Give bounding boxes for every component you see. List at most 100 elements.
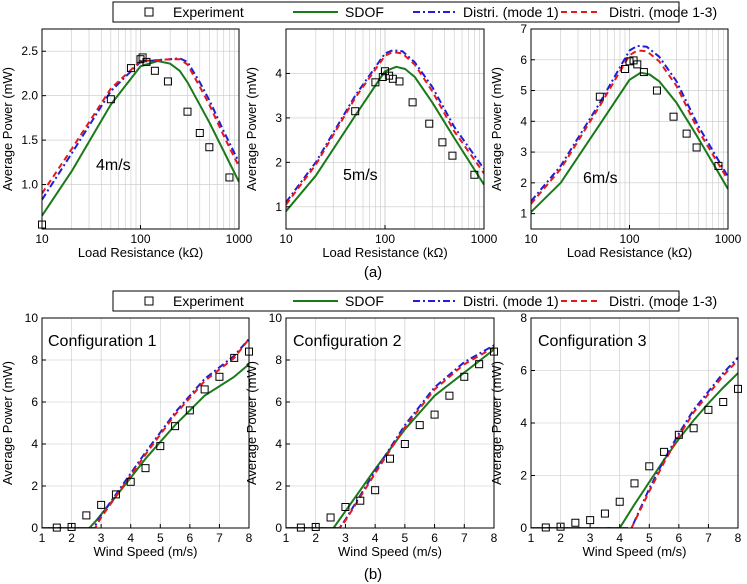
- chart-3: 10 100 1000 1 2 3 4 5 6 7 Load Resistance (kΩ) Aver…: [489, 22, 742, 260]
- panel-label-b: (b): [364, 566, 382, 583]
- experiment-point: [371, 78, 380, 87]
- series-sdof: [42, 363, 249, 528]
- x-tick-label: 1000: [226, 232, 253, 246]
- experiment-point: [156, 442, 165, 451]
- legend-sdof-label: SDOF: [345, 293, 384, 309]
- experiment-point: [595, 92, 604, 101]
- y-tick-label: 8: [31, 353, 38, 367]
- legend-experiment-label: Experiment: [173, 4, 244, 20]
- experiment-point: [704, 405, 713, 414]
- experiment-point: [395, 77, 404, 86]
- y-tick-label: 4: [31, 437, 38, 451]
- series-mode1: [286, 49, 484, 203]
- x-tick-label: 4: [127, 531, 134, 545]
- x-tick-label: 2: [68, 531, 75, 545]
- experiment-point: [150, 66, 159, 75]
- y-axis-title: Average Power (mW): [244, 67, 259, 191]
- experiment-point: [378, 73, 387, 81]
- chart-5: 1 2 3 4 5 6 7 8 0 2 4 6 8 10 Wind Speed (m/s) Average P…: [244, 311, 498, 559]
- experiment-point: [669, 112, 678, 121]
- legend-mode1-label: Distri. (mode 1): [463, 4, 559, 20]
- experiment-point: [171, 422, 180, 431]
- gridlines: [286, 318, 494, 528]
- x-tick-label: 1: [528, 531, 535, 545]
- x-tick-label: 100: [130, 232, 150, 246]
- y-tick-label: 1.0: [21, 178, 38, 192]
- x-tick-label: 4: [372, 531, 379, 545]
- experiment-point: [448, 151, 457, 160]
- x-axis-title: Load Resistance (kΩ): [322, 245, 447, 260]
- y-tick-label: 2.5: [21, 44, 38, 58]
- experiment-point: [126, 477, 135, 486]
- series-mode13: [286, 51, 484, 206]
- experiment-point: [341, 503, 350, 511]
- experiment-point: [183, 107, 192, 116]
- series-mode1: [42, 57, 239, 201]
- chart-annotation: 6m/s: [583, 170, 618, 187]
- plot-area: [42, 318, 249, 528]
- y-tick-label: 0: [275, 521, 282, 535]
- y-tick-label: 2: [520, 176, 527, 190]
- chart-annotation: Configuration 3: [538, 333, 647, 350]
- series-sdof: [531, 71, 728, 213]
- series-mode13: [42, 338, 249, 528]
- y-tick-label: 6: [520, 53, 527, 67]
- y-tick-label: 8: [275, 353, 282, 367]
- x-tick-label: 3: [342, 531, 349, 545]
- experiment-point: [556, 522, 565, 531]
- x-tick-label: 2: [312, 531, 319, 545]
- experiment-point: [185, 406, 194, 415]
- chart-annotation: 4m/s: [96, 157, 131, 174]
- y-tick-label: 2: [31, 479, 38, 493]
- series-group: [531, 44, 728, 213]
- series-sdof: [531, 372, 738, 528]
- gridlines: [531, 29, 728, 229]
- experiment-point: [438, 138, 447, 147]
- x-tick-label: 4: [616, 531, 623, 545]
- y-tick-label: 7: [520, 22, 527, 36]
- chart-6: 1 2 3 4 5 6 7 8 0 2 4 6 8 Wind Speed (m/s) Average Pow…: [489, 311, 742, 559]
- experiment-point: [682, 129, 691, 138]
- x-tick-label: 6: [676, 531, 683, 545]
- legend-mode13-label: Distri. (mode 1-3): [609, 4, 717, 20]
- plot-area: [286, 318, 494, 528]
- y-tick-label: 4: [520, 114, 527, 128]
- x-tick-label: 1000: [471, 232, 498, 246]
- experiment-point: [615, 497, 624, 506]
- x-tick-label: 7: [461, 531, 468, 545]
- chart-annotation: 5m/s: [343, 167, 378, 184]
- y-tick-label: 1: [275, 200, 282, 214]
- x-tick-label: 3: [98, 531, 105, 545]
- y-tick-label: 10: [25, 311, 39, 325]
- y-tick-label: 6: [31, 395, 38, 409]
- y-axis-title: Average Power (mW): [489, 67, 504, 191]
- series-mode13: [286, 346, 494, 528]
- x-tick-label: 100: [619, 232, 639, 246]
- experiment-point: [205, 143, 214, 152]
- experiment-point: [586, 516, 595, 525]
- y-axis-title: Average Power (mW): [0, 67, 15, 191]
- plot-frame: [41, 317, 250, 529]
- y-tick-label: 4: [275, 66, 282, 80]
- experiment-point: [674, 430, 683, 439]
- series-group: [531, 356, 738, 528]
- experiment-point: [625, 57, 634, 66]
- x-tick-label: 1: [283, 531, 290, 545]
- experiment-markers: [595, 56, 723, 170]
- experiment-point: [630, 479, 639, 488]
- x-tick-label: 6: [431, 531, 438, 545]
- x-axis-title: Wind Speed (m/s): [582, 544, 686, 559]
- y-tick-label: 4: [275, 437, 282, 451]
- experiment-point: [97, 500, 106, 509]
- y-tick-label: 2: [275, 155, 282, 169]
- x-tick-label: 10: [524, 232, 538, 246]
- series-mode1: [531, 356, 738, 528]
- experiment-point: [126, 64, 135, 73]
- experiment-point: [371, 486, 380, 495]
- experiment-point: [230, 353, 239, 362]
- series-sdof: [286, 65, 484, 212]
- experiment-point: [311, 522, 320, 531]
- chart-annotation: Configuration 1: [48, 333, 157, 350]
- series-group: [42, 338, 249, 528]
- x-tick-label: 6: [187, 531, 194, 545]
